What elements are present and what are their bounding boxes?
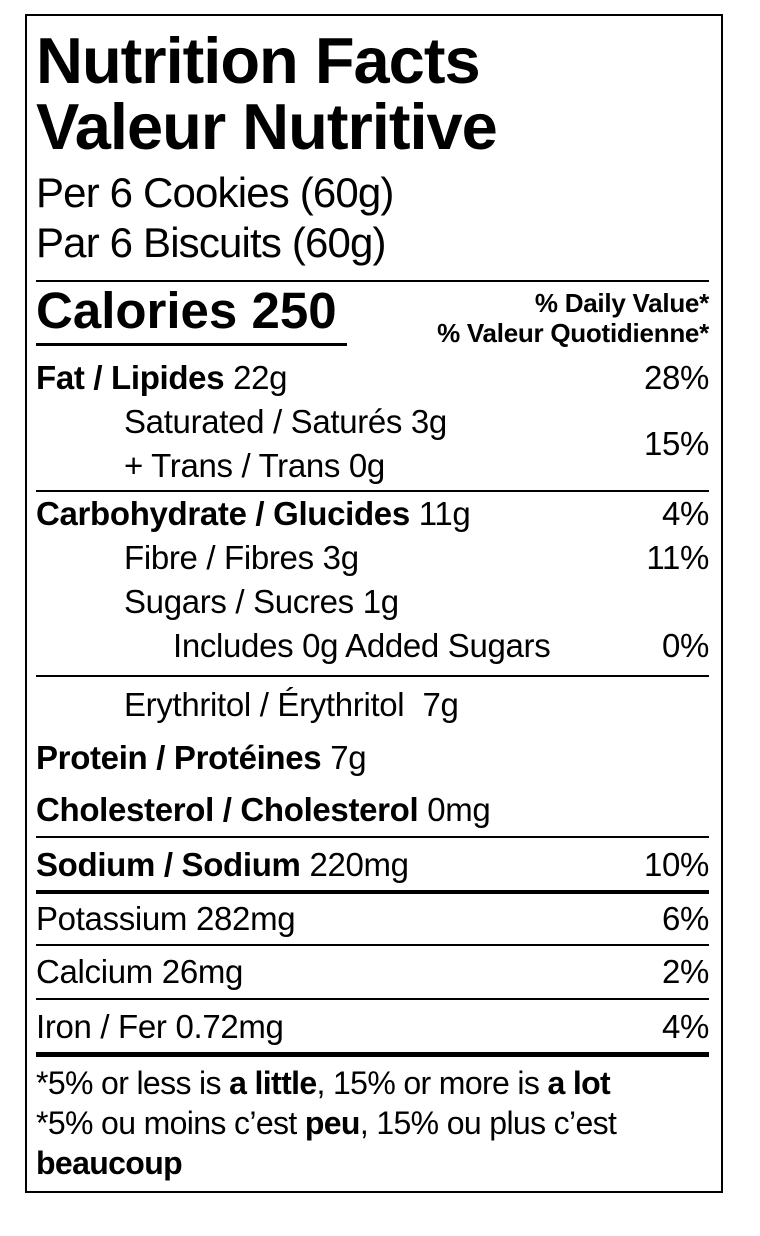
nutrient-row-sodium: Sodium / Sodium 220mg 10% <box>36 843 709 887</box>
nutrient-amount: 0mg <box>427 791 491 828</box>
nutrient-dv: 6% <box>661 900 709 937</box>
nutrient-name: Iron / Fer <box>36 1008 167 1045</box>
nutrient-amount: 22g <box>233 359 288 396</box>
nutrient-row-fat: Fat / Lipides 22g 28% <box>36 356 709 400</box>
nutrient-name: Sodium / Sodium <box>36 846 301 883</box>
label-title-en: Nutrition Facts <box>36 24 481 97</box>
calories-value: Calories 250 <box>36 285 347 346</box>
separator <box>36 675 709 677</box>
nutrient-dv: 11% <box>646 539 709 576</box>
nutrient-amount: 220mg <box>309 846 409 883</box>
nutrient-row-carbohydrate: Carbohydrate / Glucides 11g 4% <box>36 492 709 536</box>
calories-label: Calories <box>36 282 238 339</box>
nutrient-name: Fat / Lipides <box>36 359 225 396</box>
nutrient-dv: 28% <box>643 359 709 396</box>
footnote-fr: *5% ou moins c’est peu, 15% ou plus c’es… <box>36 1105 617 1141</box>
nutrient-name-saturated: Saturated / Saturés 3g <box>124 403 447 440</box>
separator <box>36 836 709 838</box>
nutrient-row-sugars: Sugars / Sucres 1g <box>36 580 709 624</box>
separator <box>36 490 709 492</box>
nutrient-amount: 1g <box>362 583 399 620</box>
saturated-trans-lines: Saturated / Saturés 3g + Trans / Trans 0… <box>36 400 447 488</box>
nutrient-amount: 282mg <box>196 900 296 937</box>
serving-size-fr: Par 6 Biscuits (60g) <box>36 219 387 266</box>
nutrient-dv: 2% <box>661 953 709 990</box>
nutrient-amount: 7g <box>422 686 459 723</box>
nutrient-dv: 10% <box>643 846 709 883</box>
nutrient-row-iron: Iron / Fer 0.72mg 4% <box>36 1005 709 1049</box>
separator <box>36 998 709 1000</box>
daily-value-footnote: *5% or less is a little, 15% or more is … <box>36 1063 709 1191</box>
serving-size: Per 6 Cookies (60g) Par 6 Biscuits (60g) <box>36 168 709 268</box>
separator-thick <box>36 890 709 894</box>
nutrient-row-cholesterol: Cholesterol / Cholesterol 0mg <box>36 788 709 832</box>
nutrient-row-added-sugars: Includes 0g Added Sugars 0% <box>36 624 709 668</box>
nutrient-name: Sugars / Sucres <box>124 583 354 620</box>
nutrient-row-calcium: Calcium 26mg 2% <box>36 950 709 994</box>
nutrition-facts-label: Nutrition Facts Valeur Nutritive Per 6 C… <box>25 14 723 1193</box>
calories-number: 250 <box>251 282 337 339</box>
nutrient-amount: 0.72mg <box>175 1008 284 1045</box>
nutrient-amount: 26mg <box>161 953 244 990</box>
footnote-fr-last: beaucoup <box>36 1145 183 1181</box>
label-title-fr: Valeur Nutritive <box>36 90 498 163</box>
nutrient-name: Potassium <box>36 900 188 937</box>
nutrient-dv: 0% <box>661 627 709 664</box>
nutrient-name: Cholesterol / Cholesterol <box>36 791 419 828</box>
nutrient-name: Fibre / Fibres <box>124 539 314 576</box>
daily-value-header-en: % Daily Value* <box>534 288 709 318</box>
nutrient-dv: 4% <box>661 1008 709 1045</box>
nutrient-amount: 7g <box>330 739 367 776</box>
nutrient-row-saturated-trans: Saturated / Saturés 3g + Trans / Trans 0… <box>36 400 709 488</box>
nutrient-amount: 11g <box>418 495 471 532</box>
daily-value-header: % Daily Value* % Valeur Quotidienne* <box>437 288 709 348</box>
nutrient-name: Carbohydrate / Glucides <box>36 495 410 532</box>
nutrient-dv: 4% <box>661 495 709 532</box>
separator-top <box>36 280 709 282</box>
nutrient-name: Includes 0g Added Sugars <box>173 627 551 664</box>
nutrient-row-protein: Protein / Protéines 7g <box>36 736 709 780</box>
nutrient-name: Calcium <box>36 953 153 990</box>
serving-size-en: Per 6 Cookies (60g) <box>36 169 394 216</box>
nutrient-row-fibre: Fibre / Fibres 3g 11% <box>36 536 709 580</box>
nutrient-amount: 3g <box>322 539 359 576</box>
nutrient-name: Erythritol / Érythritol <box>124 686 405 723</box>
nutrient-dv: 15% <box>643 425 709 462</box>
separator <box>36 944 709 946</box>
separator-footnote <box>36 1052 709 1057</box>
calories-row: Calories 250 % Daily Value* % Valeur Quot… <box>36 285 709 348</box>
daily-value-header-fr: % Valeur Quotidienne* <box>437 318 709 348</box>
nutrient-row-potassium: Potassium 282mg 6% <box>36 897 709 941</box>
nutrient-name: Protein / Protéines <box>36 739 322 776</box>
footnote-en: *5% or less is a little, 15% or more is … <box>36 1065 611 1101</box>
label-title: Nutrition Facts Valeur Nutritive <box>36 28 709 160</box>
nutrient-name-trans: + Trans / Trans 0g <box>124 447 385 484</box>
nutrient-row-erythritol: Erythritol / Érythritol 7g <box>36 683 709 727</box>
